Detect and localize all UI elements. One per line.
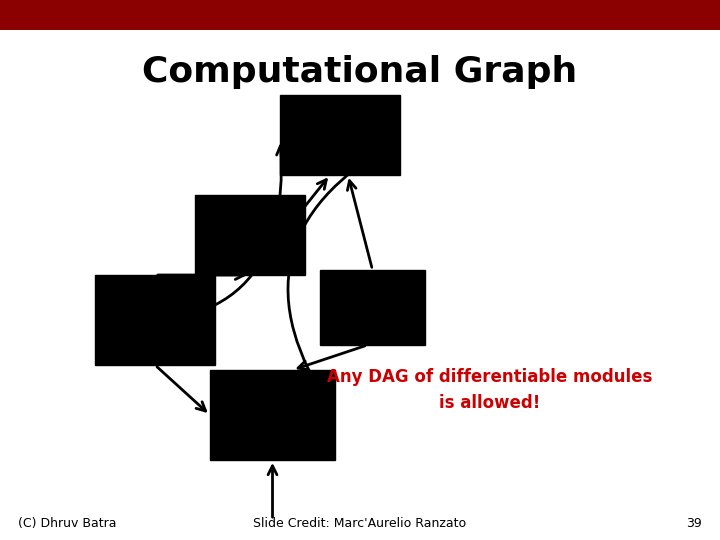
Text: Computational Graph: Computational Graph xyxy=(143,55,577,89)
Text: 39: 39 xyxy=(686,517,702,530)
Text: (C) Dhruv Batra: (C) Dhruv Batra xyxy=(18,517,117,530)
Text: Slide Credit: Marc'Aurelio Ranzato: Slide Credit: Marc'Aurelio Ranzato xyxy=(253,517,467,530)
Bar xyxy=(320,270,425,345)
Bar xyxy=(95,275,215,365)
Bar xyxy=(195,195,305,275)
Bar xyxy=(210,370,335,460)
Bar xyxy=(280,95,400,175)
Text: Any DAG of differentiable modules
is allowed!: Any DAG of differentiable modules is all… xyxy=(328,368,653,411)
Bar xyxy=(0,0,720,30)
